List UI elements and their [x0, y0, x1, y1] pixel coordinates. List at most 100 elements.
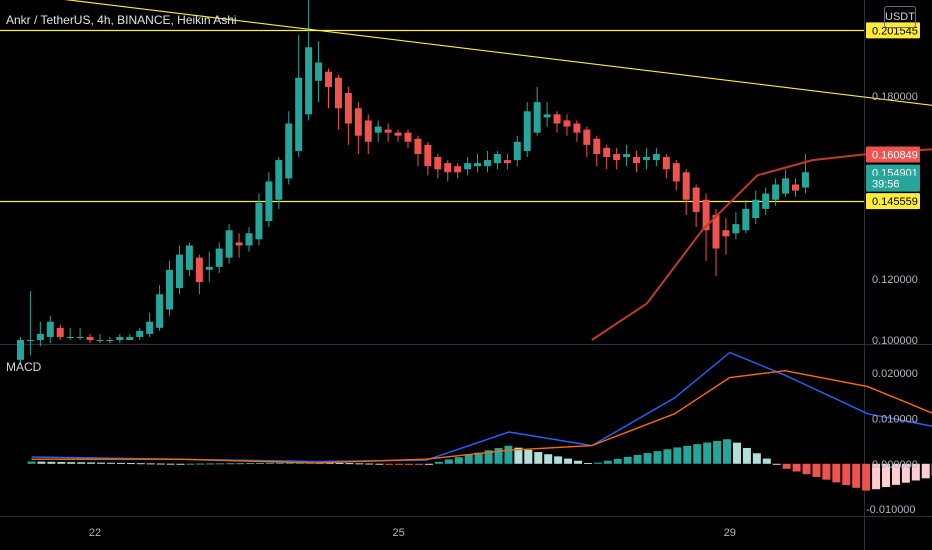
price-tick-label: 0.180000 [872, 91, 918, 103]
candle-body [175, 254, 183, 289]
candle-body [702, 199, 710, 231]
macd-histogram-bar [405, 463, 414, 465]
currency-unit-button[interactable]: USDT [884, 6, 916, 28]
candle-body [56, 327, 64, 337]
macd-histogram-bar [107, 462, 116, 464]
candle-body [444, 163, 452, 173]
price-tag [866, 22, 920, 39]
price-tick-label: 0.100000 [872, 335, 918, 347]
candle-body [185, 245, 193, 270]
macd-histogram-bar [395, 463, 404, 465]
macd-histogram-bar [37, 461, 46, 464]
candle-body [642, 157, 650, 161]
macd-histogram-bar [762, 458, 771, 464]
candle-body [245, 233, 253, 246]
candle-body [86, 336, 94, 340]
macd-histogram-bar [703, 442, 712, 464]
macd-histogram-bar [216, 463, 225, 465]
candle-body [474, 163, 482, 167]
price-tag-label: 0.201545 [872, 25, 918, 37]
candle-body [464, 163, 472, 170]
macd-histogram-bar [97, 462, 106, 464]
macd-histogram-bar [812, 463, 821, 477]
macd-histogram-bar [802, 463, 811, 475]
candle-body [603, 147, 611, 158]
candle-body [513, 141, 521, 161]
macd-histogram-bar [822, 463, 831, 480]
candle-body [483, 160, 491, 167]
candle-body [16, 340, 24, 360]
macd-histogram-bar [186, 463, 195, 465]
candle-body [354, 108, 362, 136]
macd-histogram-bar [484, 450, 493, 464]
candle-body [295, 77, 303, 151]
candle-body [394, 132, 402, 136]
candle-body [146, 321, 154, 334]
macd-histogram-bar [434, 461, 443, 464]
macd-histogram-bar [613, 458, 622, 464]
candle-body [116, 336, 124, 340]
macd-histogram-bar [593, 462, 602, 464]
date-tick-label: 25 [392, 527, 404, 539]
candle-body [692, 187, 700, 212]
candle-body [652, 153, 660, 161]
candle-body [772, 184, 780, 200]
candle-body [96, 340, 104, 341]
candle-body [126, 336, 134, 340]
macd-tick-label: -0.010000 [866, 504, 916, 516]
candle-body [762, 193, 770, 209]
macd-histogram-bar [852, 463, 861, 488]
candle-body [265, 181, 273, 222]
price-tag-label: 0.145559 [872, 196, 918, 208]
macd-histogram-bar [325, 462, 334, 464]
macd-histogram-bar [176, 463, 185, 465]
candle-body [205, 266, 213, 270]
macd-histogram-bar [544, 454, 553, 464]
macd-histogram-bar [196, 463, 205, 465]
macd-histogram-bar [335, 462, 344, 464]
candle-body [523, 111, 531, 151]
candle-body [583, 129, 591, 145]
price-tag-label: 39:56 [872, 179, 900, 191]
candle-body [424, 144, 432, 167]
macd-histogram-bar [643, 453, 652, 464]
trendline-layer [64, 0, 932, 106]
price-levels [0, 29, 864, 203]
candle-body [76, 336, 84, 338]
macd-histogram-bar [673, 447, 682, 464]
candle-body [374, 126, 382, 133]
candle-body [334, 77, 342, 109]
candle-body [255, 202, 263, 240]
candle-body [384, 129, 392, 133]
candle-body [36, 333, 44, 340]
macd-histogram-bar [633, 454, 642, 464]
price-tag-label: 0.160849 [872, 149, 918, 161]
macd-histogram-bar [723, 439, 732, 464]
candle-body [46, 321, 54, 337]
macd-histogram-bar [663, 449, 672, 464]
macd-histogram-bar [47, 461, 56, 464]
macd-histogram-bar [444, 459, 453, 464]
macd-histogram-bar [891, 463, 900, 485]
macd-histogram-bar [355, 463, 364, 465]
macd-histogram-bar [574, 460, 582, 464]
macd-histogram-bar [872, 463, 881, 490]
macd-histogram-bar [474, 452, 483, 464]
macd-histogram-bar [842, 463, 851, 486]
candle-body [801, 172, 809, 188]
candle-body [563, 120, 571, 127]
candle-body [215, 248, 223, 267]
macd-histogram-bar [375, 463, 384, 465]
macd-histogram-bar [564, 458, 573, 464]
macd-histogram-bar [236, 463, 245, 465]
signal-line [31, 369, 932, 464]
candle-body [315, 62, 323, 81]
candle-body [791, 184, 799, 191]
candle-body [344, 93, 352, 124]
trendline [64, 0, 932, 106]
candle-body [106, 340, 114, 341]
candle-body [672, 163, 680, 182]
candle-body [166, 269, 174, 310]
macd-histogram-bar [832, 463, 841, 483]
